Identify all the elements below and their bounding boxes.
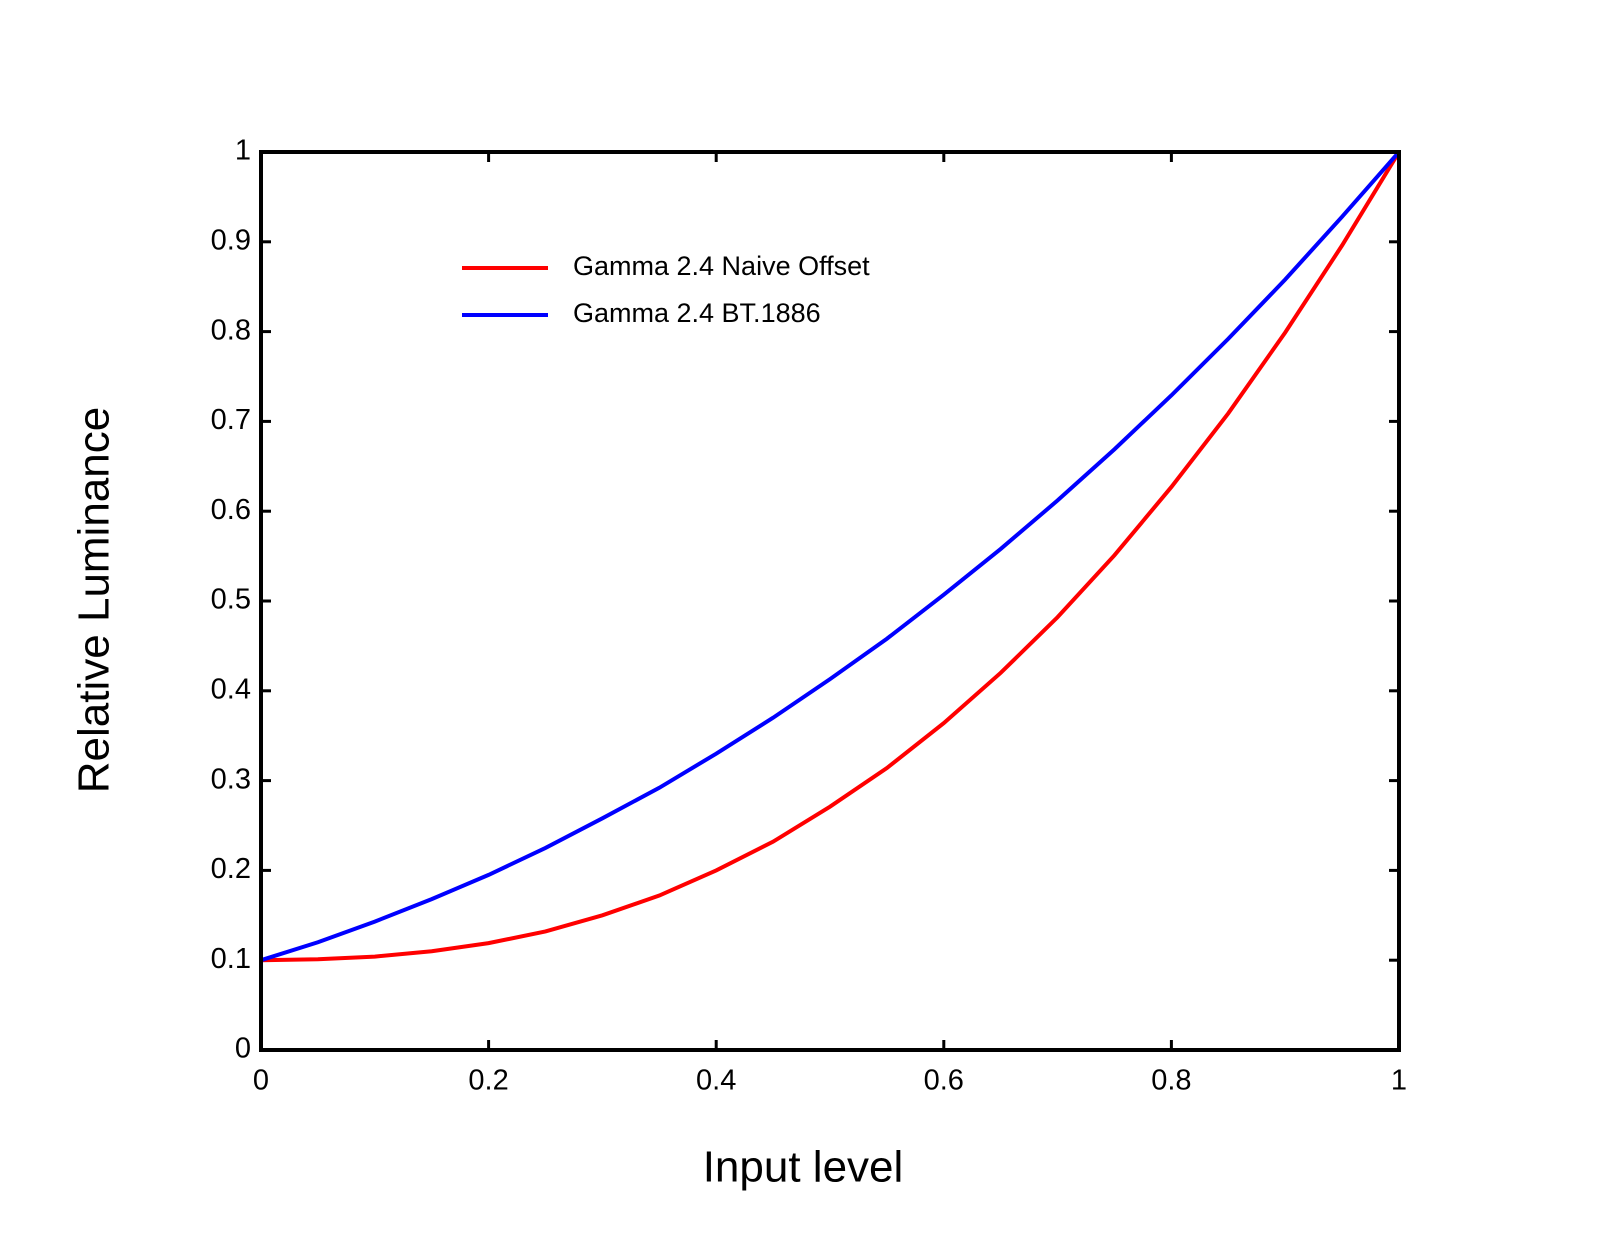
x-tick-label: 0	[253, 1065, 269, 1097]
y-tick-label: 0.3	[211, 763, 251, 795]
x-tick-label: 0.4	[696, 1065, 736, 1097]
legend-label: Gamma 2.4 Naive Offset	[573, 251, 870, 281]
y-tick-label: 0.6	[211, 494, 251, 526]
y-tick-label: 0.7	[211, 404, 251, 436]
y-tick-label: 1	[235, 135, 251, 167]
legend-label: Gamma 2.4 BT.1886	[573, 298, 821, 328]
y-tick-label: 0.9	[211, 224, 251, 256]
y-axis-label: Relative Luminance	[70, 407, 119, 793]
plot-frame	[259, 150, 1401, 1052]
y-tick-label: 0.1	[211, 943, 251, 975]
x-tick-label: 0.2	[468, 1065, 508, 1097]
line-series	[260, 150, 1401, 963]
y-tick-label: 0.5	[211, 584, 251, 616]
y-tick-label: 0.8	[211, 314, 251, 346]
x-axis-label: Input level	[703, 1143, 904, 1192]
y-tick-label: 0.2	[211, 853, 251, 885]
y-tick-label: 0.4	[211, 673, 251, 705]
y-tick-label: 0	[235, 1033, 251, 1065]
x-tick-label: 0.8	[1151, 1065, 1191, 1097]
x-tick-label: 1	[1391, 1065, 1407, 1097]
line-series	[260, 150, 1401, 963]
x-tick-label: 0.6	[924, 1065, 964, 1097]
